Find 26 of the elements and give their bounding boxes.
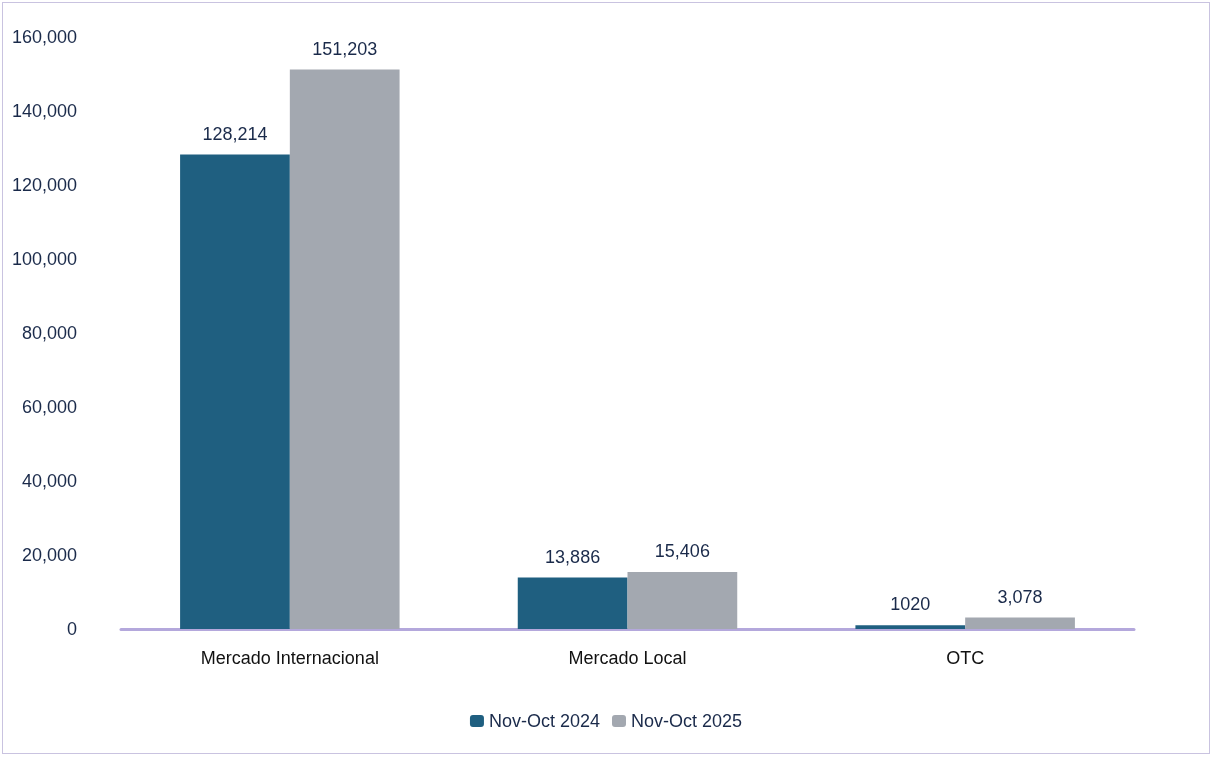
y-tick-label: 140,000 xyxy=(11,101,77,121)
data-label: 151,203 xyxy=(312,38,378,59)
y-tick-label: 100,000 xyxy=(11,249,77,269)
bar xyxy=(517,577,628,629)
bar xyxy=(180,154,290,629)
y-tick-label: 80,000 xyxy=(21,323,77,343)
legend-label: Nov-Oct 2025 xyxy=(631,711,743,731)
data-label: 15,406 xyxy=(654,541,710,561)
legend-label: Nov-Oct 2024 xyxy=(488,711,601,731)
data-label: 128,214 xyxy=(202,123,268,144)
y-tick-label: 120,000 xyxy=(11,175,77,195)
data-label: 3,078 xyxy=(997,586,1043,607)
y-tick-label: 60,000 xyxy=(21,397,77,417)
x-tick-label: OTC xyxy=(946,648,985,668)
bar xyxy=(855,625,966,629)
bar xyxy=(627,572,738,629)
y-tick-label: 20,000 xyxy=(21,545,77,565)
x-tick-label: Mercado Local xyxy=(568,648,687,668)
x-tick-label: Mercado Internacional xyxy=(200,648,379,668)
data-label: 1020 xyxy=(890,594,931,615)
bar xyxy=(289,69,400,629)
y-tick-label: 40,000 xyxy=(21,471,77,491)
y-tick-label: 0 xyxy=(66,619,77,639)
data-label: 13,886 xyxy=(545,546,601,567)
bar xyxy=(965,617,1075,629)
y-tick-label: 160,000 xyxy=(11,27,77,47)
